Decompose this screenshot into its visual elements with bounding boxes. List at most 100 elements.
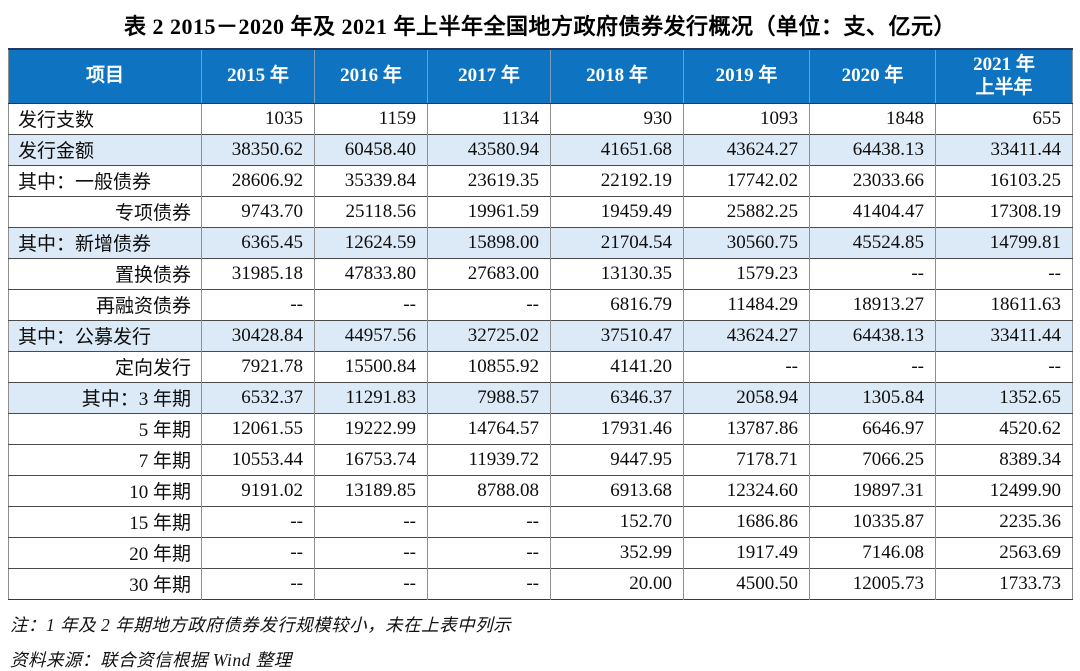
table-cell: 12499.90 — [935, 474, 1073, 506]
table-row: 定向发行 7921.78 15500.84 10855.92 4141.20 -- -- -- — [8, 350, 1073, 382]
table-cell: 45524.85 — [809, 226, 936, 258]
table-cell: 33411.44 — [935, 133, 1073, 165]
table-cell: -- — [809, 350, 936, 382]
table-cell: 19961.59 — [427, 195, 551, 227]
table-cell: 13189.85 — [314, 474, 428, 506]
table-cell: 64438.13 — [809, 133, 936, 165]
table-cell: -- — [935, 350, 1073, 382]
table-cell: 2058.94 — [683, 381, 810, 413]
table-cell: 7178.71 — [683, 443, 810, 475]
table-cell: 32725.02 — [427, 319, 551, 351]
table-cell: -- — [201, 567, 315, 599]
table-row: 10 年期 9191.02 13189.85 8788.08 6913.68 12324.… — [8, 474, 1073, 506]
table-title: 表 2 2015－2020 年及 2021 年上半年全国地方政府债券发行概况（单… — [123, 14, 956, 39]
row-label: 发行支数 — [8, 102, 202, 134]
table-cell: 1035 — [201, 102, 315, 134]
table-cell: 9191.02 — [201, 474, 315, 506]
table-cell: 19459.49 — [550, 195, 684, 227]
column-header-year: 2020 年 — [809, 49, 936, 104]
table-cell: 930 — [550, 102, 684, 134]
footnote: 注：1 年及 2 年期地方政府债券发行规模较小，未在上表中列示 — [10, 614, 512, 635]
table-row: 发行支数 1035 1159 1134 930 1093 1848 655 — [8, 102, 1073, 134]
table-cell: 18611.63 — [935, 288, 1073, 320]
row-label: 专项债券 — [8, 195, 202, 227]
table-cell: 8788.08 — [427, 474, 551, 506]
table-footnotes: 注：1 年及 2 年期地方政府债券发行规模较小，未在上表中列示 资料来源：联合资… — [8, 600, 1072, 671]
table-cell: -- — [314, 536, 428, 568]
table-cell: -- — [683, 350, 810, 382]
table-cell: 12324.60 — [683, 474, 810, 506]
table-row: 5 年期 12061.55 19222.99 14764.57 17931.46 1378… — [8, 412, 1073, 444]
table-cell: 35339.84 — [314, 164, 428, 196]
table-cell: 7921.78 — [201, 350, 315, 382]
row-label: 发行金额 — [8, 133, 202, 165]
table-cell: 21704.54 — [550, 226, 684, 258]
row-label: 15 年期 — [8, 505, 202, 537]
source-note: 资料来源：联合资信根据 Wind 整理 — [10, 650, 292, 671]
table-cell: -- — [427, 567, 551, 599]
table-row: 置换债券 31985.18 47833.80 27683.00 13130.35 1579… — [8, 257, 1073, 289]
table-row: 7 年期 10553.44 16753.74 11939.72 9447.95 7178.… — [8, 443, 1073, 475]
table-cell: 6532.37 — [201, 381, 315, 413]
table-cell: 1134 — [427, 102, 551, 134]
table-cell: -- — [809, 257, 936, 289]
table-cell: 1848 — [809, 102, 936, 134]
table-cell: 4141.20 — [550, 350, 684, 382]
table-cell: 1733.73 — [935, 567, 1073, 599]
table-cell: -- — [427, 505, 551, 537]
table-cell: 15898.00 — [427, 226, 551, 258]
header-row: 项目 2015 年 2016 年 2017 年 2018 年 2019 年 20… — [8, 49, 1073, 104]
row-label: 30 年期 — [8, 567, 202, 599]
table-cell: 19897.31 — [809, 474, 936, 506]
table-row: 其中：一般债券 28606.92 35339.84 23619.35 22192.19 1… — [8, 164, 1073, 196]
table-cell: -- — [314, 288, 428, 320]
table-cell: 352.99 — [550, 536, 684, 568]
table-cell: -- — [314, 505, 428, 537]
column-header-year: 2021 年 上半年 — [935, 49, 1073, 104]
table-cell: 6346.37 — [550, 381, 684, 413]
table-cell: 11939.72 — [427, 443, 551, 475]
table-cell: 23033.66 — [809, 164, 936, 196]
table-cell: 14764.57 — [427, 412, 551, 444]
row-label: 其中：3 年期 — [8, 381, 202, 413]
table-cell: 4500.50 — [683, 567, 810, 599]
table-cell: 60458.40 — [314, 133, 428, 165]
table-cell: 2563.69 — [935, 536, 1073, 568]
table-cell: 13787.86 — [683, 412, 810, 444]
table-row: 专项债券 9743.70 25118.56 19961.59 19459.49 25882… — [8, 195, 1073, 227]
table-cell: 22192.19 — [550, 164, 684, 196]
table-cell: 11484.29 — [683, 288, 810, 320]
table-cell: 17742.02 — [683, 164, 810, 196]
table-cell: 9743.70 — [201, 195, 315, 227]
table-cell: 1159 — [314, 102, 428, 134]
table-cell: 18913.27 — [809, 288, 936, 320]
row-label: 置换债券 — [8, 257, 202, 289]
table-cell: 6913.68 — [550, 474, 684, 506]
table-cell: 28606.92 — [201, 164, 315, 196]
table-cell: 10855.92 — [427, 350, 551, 382]
table-cell: 1917.49 — [683, 536, 810, 568]
table-cell: 10335.87 — [809, 505, 936, 537]
row-label: 7 年期 — [8, 443, 202, 475]
table-cell: 38350.62 — [201, 133, 315, 165]
table-cell: 10553.44 — [201, 443, 315, 475]
row-label: 其中：一般债券 — [8, 164, 202, 196]
table-cell: 152.70 — [550, 505, 684, 537]
table-cell: 6646.97 — [809, 412, 936, 444]
table-cell: -- — [427, 536, 551, 568]
table-cell: 1352.65 — [935, 381, 1073, 413]
column-header-year: 2019 年 — [683, 49, 810, 104]
table-cell: 17931.46 — [550, 412, 684, 444]
column-header-year: 2018 年 — [550, 49, 684, 104]
table-cell: 64438.13 — [809, 319, 936, 351]
table-cell: 37510.47 — [550, 319, 684, 351]
table-cell: -- — [201, 536, 315, 568]
table-cell: 44957.56 — [314, 319, 428, 351]
column-header-item: 项目 — [8, 49, 202, 104]
column-header-year: 2015 年 — [201, 49, 315, 104]
table-cell: 12061.55 — [201, 412, 315, 444]
table-cell: 43580.94 — [427, 133, 551, 165]
table-cell: 20.00 — [550, 567, 684, 599]
table-row: 其中：3 年期 6532.37 11291.83 7988.57 6346.37 2058… — [8, 381, 1073, 413]
